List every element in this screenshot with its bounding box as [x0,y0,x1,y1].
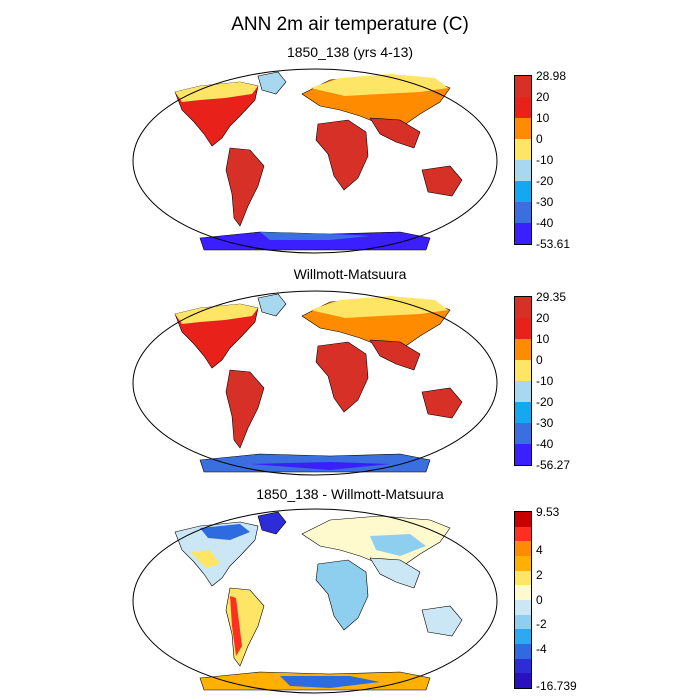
panel-3-colorbar-label: -4 [536,642,547,656]
panel-2-continents [174,293,463,473]
panel-2-map-outline [132,290,498,476]
panel-2-colorbar-label: 20 [536,311,550,325]
panel-1-temperature-map [132,68,498,254]
panel-3-subtitle: 1850_138 - Willmott-Matsuura [256,486,444,502]
panel-3-difference-map [132,508,498,694]
panel-2-colorbar-label-min: -56.27 [536,458,571,472]
colorbar-swatch [515,673,531,689]
colorbar-swatch [515,223,531,244]
asia-north [310,296,448,318]
colorbar-swatch [515,339,531,360]
panel-3-colorbar-label: 2 [536,568,543,582]
panel-1-colorbar-label: 10 [536,111,550,125]
panel-1-colorbar-label: 0 [536,132,543,146]
panel-3-colorbar-label-max: 9.53 [536,505,560,519]
panel-3-colorbar-label: 4 [536,543,543,557]
antarctica-coast [260,232,370,240]
panel-2-subtitle: Willmott-Matsuura [293,266,407,282]
colorbar-swatch [515,644,531,659]
australia [421,165,463,197]
north-america-cold-patch [200,524,250,540]
panel-1-colorbar-label: -10 [536,153,554,167]
colorbar-swatch [515,585,531,601]
south-asia [369,557,421,589]
colorbar-swatch [515,118,531,139]
colorbar-swatch [515,512,531,527]
africa [315,119,369,191]
figure-title: ANN 2m air temperature (C) [231,14,469,35]
colorbar-swatch [515,202,531,223]
antarctica [199,231,431,251]
panel-1-colorbar-label: -20 [536,174,554,188]
south-asia [369,339,421,371]
greenland [257,71,287,95]
panel-3-colorbar-label: -2 [536,617,547,631]
antarctica-cold-patch [280,676,380,688]
panel-1-colorbar-label: -30 [536,195,554,209]
panel-1-subtitle: 1850_138 (yrs 4-13) [286,44,414,60]
australia [421,605,463,637]
colorbar-swatch [515,658,531,674]
south-america [225,147,265,227]
colorbar-swatch [515,160,531,181]
colorbar-swatch [515,541,531,557]
panel-1-colorbar-bar [514,75,532,245]
colorbar-swatch [515,402,531,423]
greenland [257,511,287,535]
colorbar-swatch [515,139,531,160]
south-asia [369,117,421,149]
colorbar-swatch [515,181,531,202]
panel-2-colorbar-label: -40 [536,437,554,451]
panel-2-colorbar-bar [514,296,532,466]
south-america-andes [230,596,242,656]
australia [421,387,463,419]
north-america [174,521,259,587]
panel-2-colorbar-label: -30 [536,416,554,430]
north-america-warm-patch [190,550,220,568]
panel-3-colorbar-bar [514,511,532,689]
colorbar-swatch [515,381,531,402]
colorbar-swatch [515,76,531,97]
south-america [225,369,265,449]
colorbar-swatch [515,600,531,615]
colorbar-swatch [515,556,531,571]
north-america-north [175,82,258,102]
antarctica-interior [250,462,390,470]
panel-2-colorbar-label: -20 [536,395,554,409]
colorbar-swatch [515,360,531,381]
panel-3-continents [174,511,463,691]
colorbar-swatch [515,570,531,586]
colorbar-swatch [515,444,531,465]
colorbar-swatch [515,318,531,339]
colorbar-swatch [515,423,531,444]
colorbar-swatch [515,614,531,630]
colorbar-swatch [515,97,531,118]
africa [315,559,369,631]
asia-north [310,74,448,96]
panel-2-temperature-map [132,290,498,476]
panel-1-continents [174,71,463,251]
panel-2-colorbar-label: 10 [536,332,550,346]
greenland [257,293,287,317]
colorbar-swatch [515,297,531,318]
panel-3-map-outline [132,508,498,694]
panel-1-map-outline [132,68,498,254]
panel-1-colorbar-label-max: 28.98 [536,69,567,83]
panel-3-colorbar-label: 0 [536,593,543,607]
africa [315,341,369,413]
colorbar-swatch [515,629,531,645]
panel-3-colorbar-label-min: -16.739 [536,679,577,693]
panel-1-colorbar-label: 20 [536,90,550,104]
panel-2-colorbar-label: 0 [536,353,543,367]
panel-1-colorbar-label: -40 [536,216,554,230]
north-america-north [175,304,258,324]
panel-2-colorbar-label: -10 [536,374,554,388]
panel-2-colorbar-label-max: 29.35 [536,290,567,304]
asia-cold-patch [370,534,426,556]
colorbar-swatch [515,526,531,542]
panel-1-colorbar-label-min: -53.61 [536,237,571,251]
